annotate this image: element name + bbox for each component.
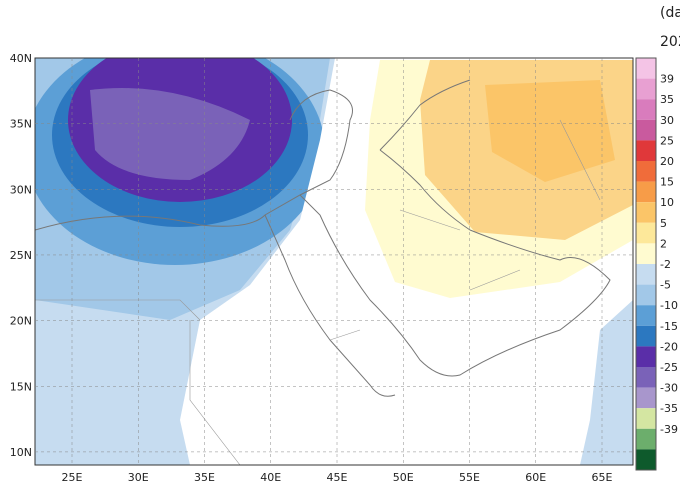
lon-label: 50E	[393, 471, 414, 484]
colorbar-label: 39	[660, 73, 674, 86]
colorbar-cell	[636, 449, 656, 470]
lat-label: 10N	[10, 446, 32, 459]
colorbar-cell	[636, 264, 656, 285]
colorbar-label: 25	[660, 134, 674, 147]
colorbar-label: 5	[660, 217, 667, 230]
colorbar-cell	[636, 408, 656, 429]
colorbar-cell	[636, 78, 656, 100]
lon-label: 45E	[327, 471, 348, 484]
colorbar-label: -30	[660, 382, 678, 395]
colorbar-label: -25	[660, 361, 678, 374]
colorbar-cell	[636, 305, 656, 326]
colorbar-label: 30	[660, 114, 674, 127]
colorbar-cell	[636, 202, 656, 223]
colorbar-cell	[636, 222, 656, 244]
colorbar-label: 10	[660, 196, 674, 209]
colorbar-cell	[636, 181, 656, 203]
colorbar-label: -10	[660, 299, 678, 312]
lon-label: 65E	[592, 471, 613, 484]
map-frame	[34, 57, 634, 466]
colorbar-cell	[636, 161, 656, 182]
subtitle: تحديث [18Z] 12 فبراير 2021 -- [120] س --…	[660, 32, 680, 50]
lon-label: 30E	[128, 471, 149, 484]
map-area	[35, 58, 633, 465]
lon-label: 35E	[194, 471, 215, 484]
colorbar-label: -20	[660, 340, 678, 353]
colorbar-frame	[635, 57, 657, 471]
colorbar-cell	[636, 387, 656, 409]
colorbar-label: -5	[660, 279, 671, 292]
colorbar-label: 15	[660, 176, 674, 189]
lon-label: 60E	[525, 471, 546, 484]
colorbar-cell	[636, 428, 656, 450]
colorbar-cell	[636, 243, 656, 264]
colorbar-cell	[636, 346, 656, 367]
lon-label: 55E	[459, 471, 480, 484]
lon-label: 40E	[260, 471, 281, 484]
colorbar-label: 2	[660, 237, 667, 250]
colorbar-cell	[636, 119, 656, 141]
lat-label: 40N	[10, 52, 32, 65]
lat-label: 15N	[10, 380, 32, 393]
lat-label: 20N	[10, 315, 32, 328]
colorbar-label: -39	[660, 423, 678, 436]
lat-label: 35N	[10, 118, 32, 131]
colorbar-label: -15	[660, 320, 678, 333]
colorbar-cell	[636, 367, 656, 388]
colorbar-cell	[636, 325, 656, 347]
colorbar-cell	[636, 140, 656, 161]
colorbar-cell	[636, 58, 656, 79]
lat-label: 25N	[10, 249, 32, 262]
lat-label: 30N	[10, 183, 32, 196]
colorbar-label: -2	[660, 258, 671, 271]
colorbar-cell	[636, 99, 656, 120]
colorbar-label: 20	[660, 155, 674, 168]
colorbar-label: -35	[660, 402, 678, 415]
colorbar-cell	[636, 284, 656, 306]
colorbar-label: 35	[660, 93, 674, 106]
title: نموذج GFS - 500hPa - شذوذ الارتفاع (dam)	[660, 5, 680, 21]
lon-label: 25E	[62, 471, 83, 484]
